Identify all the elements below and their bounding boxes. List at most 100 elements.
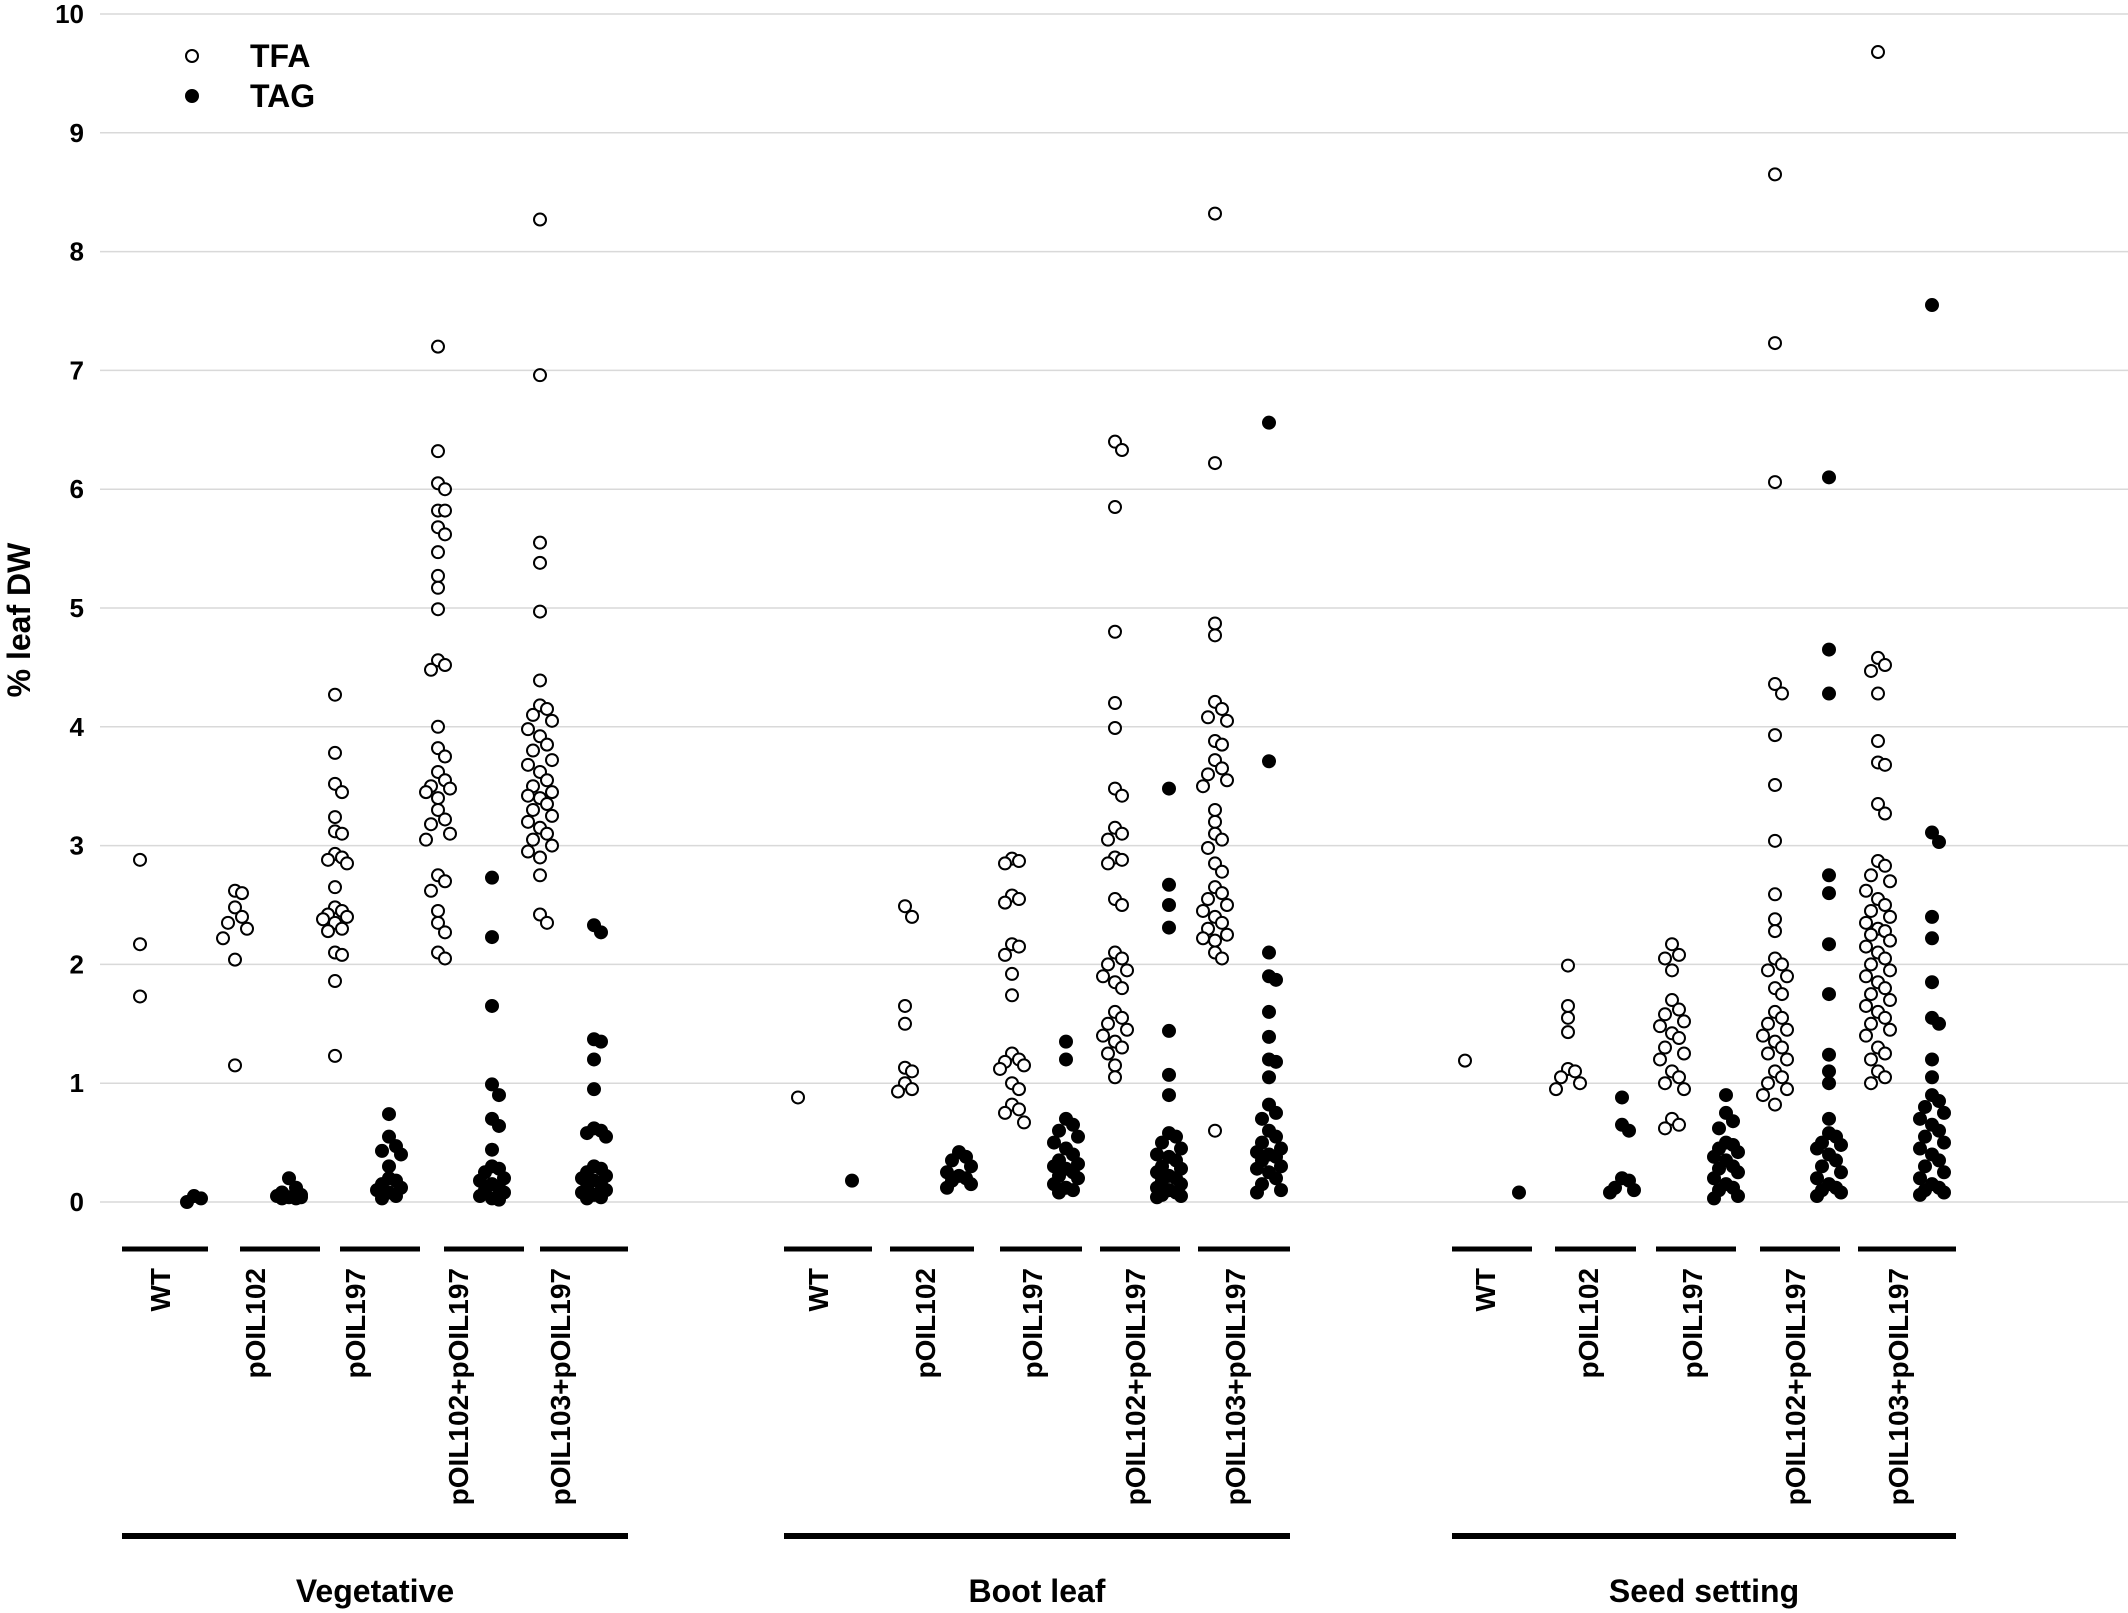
point-boot-leaf-poil102-poil197-tfa [1115,1010,1129,1025]
point-boot-leaf-poil102-poil197-tag [1162,1023,1176,1038]
point-vegetative-poil102-poil197-tag [492,1088,506,1103]
point-boot-leaf-poil197-tfa [1012,939,1026,954]
point-seed-setting-poil197-tag [1731,1189,1745,1204]
point-vegetative-poil103-poil197-tfa [540,701,554,716]
point-seed-setting-poil103-poil197-tag [1925,975,1939,990]
point-boot-leaf-poil102-poil197-tfa [1115,898,1129,912]
point-boot-leaf-poil103-poil197-tag [1269,1129,1283,1144]
point-vegetative-poil197-tag [382,1107,396,1122]
genotype-label: pOIL102+pOIL197 [1120,1268,1151,1505]
point-seed-setting-poil102-poil197-tag [1822,987,1836,1002]
point-boot-leaf-poil102-poil197-tag [1155,1135,1169,1150]
x-axis-groups: WT pOIL102 pOIL197 pOIL102+pOIL197 pOIL103+p… [122,1246,1956,1609]
point-vegetative-poil103-poil197-tfa [526,802,540,817]
y-tick-label: 9 [70,118,84,148]
point-seed-setting-poil103-poil197-tag [1918,1129,1932,1144]
genotype-label: pOIL197 [1677,1268,1708,1378]
point-seed-setting-poil102-poil197-tag [1834,1185,1848,1200]
point-seed-setting-poil102-poil197-tfa [1768,924,1782,939]
point-boot-leaf-poil103-poil197-tfa [1201,767,1215,782]
point-boot-leaf-poil197-tag [1059,1052,1073,1067]
point-seed-setting-poil103-poil197-tag [1925,1052,1939,1067]
point-vegetative-poil197-tfa [328,745,342,760]
point-seed-setting-poil102-poil197-tag [1810,1141,1824,1156]
point-boot-leaf-poil102-tfa [898,899,912,914]
point-seed-setting-poil102-poil197-tfa [1775,1040,1789,1055]
point-vegetative-poil102-tfa [216,931,230,946]
point-boot-leaf-poil103-poil197-tfa [1215,886,1229,901]
point-vegetative-poil102-poil197-tfa [431,719,445,734]
point-seed-setting-poil102-poil197-tag [1822,686,1836,701]
point-vegetative-poil102-tfa [221,915,235,930]
point-vegetative-poil103-poil197-tfa [521,814,535,829]
point-vegetative-poil103-poil197-tag [594,925,608,940]
point-boot-leaf-poil102-poil197-tfa [1096,969,1110,984]
point-seed-setting-poil103-poil197-tfa [1883,909,1897,924]
point-seed-setting-poil197-tfa [1658,1076,1672,1091]
point-seed-setting-poil103-poil197-tfa [1878,898,1892,912]
point-vegetative-poil197-tfa [335,947,349,962]
point-boot-leaf-poil102-poil197-tag [1162,877,1176,892]
y-axis-ticks: 0 1 2 3 4 5 6 7 8 9 10 [55,0,84,1217]
point-vegetative-poil197-tfa [328,687,342,702]
point-seed-setting-poil197-tfa [1672,1031,1686,1046]
point-seed-setting-poil102-poil197-tfa [1775,957,1789,972]
legend-tag-label: TAG [250,78,315,114]
point-vegetative-poil197-tag [375,1143,389,1158]
point-boot-leaf-poil103-poil197-tfa [1196,779,1210,794]
point-seed-setting-poil102-poil197-tag [1822,1076,1836,1091]
genotype-label: pOIL102+pOIL197 [443,1268,474,1505]
point-seed-setting-poil197-tag [1707,1149,1721,1164]
point-seed-setting-poil102-tfa [1561,958,1575,973]
point-boot-leaf-poil103-poil197-tfa [1208,814,1222,829]
point-boot-leaf-poil103-poil197-tfa [1208,1123,1222,1138]
point-boot-leaf-poil197-tfa [998,1105,1012,1120]
point-seed-setting-poil102-poil197-tfa [1780,1022,1794,1037]
point-boot-leaf-poil102-poil197-tfa [1108,624,1122,639]
point-seed-setting-poil102-poil197-tag [1822,470,1836,485]
point-boot-leaf-poil102-poil197-tag [1162,781,1176,796]
point-boot-leaf-poil103-poil197-tag [1269,972,1283,987]
point-vegetative-poil102-poil197-tag [485,930,499,945]
point-vegetative-poil103-poil197-tag [594,1190,608,1205]
point-seed-setting-poil103-poil197-tag [1913,1111,1927,1126]
point-vegetative-poil197-tag [382,1129,396,1144]
point-boot-leaf-poil102-poil197-tfa [1108,500,1122,515]
point-vegetative-poil102-poil197-tag [473,1189,487,1204]
point-seed-setting-poil102-tfa [1549,1082,1563,1097]
point-seed-setting-poil102-poil197-tag [1822,642,1836,657]
point-boot-leaf-poil103-poil197-tfa [1208,616,1222,631]
point-vegetative-poil103-poil197-tfa [540,737,554,752]
point-seed-setting-poil102-poil197-tag [1810,1171,1824,1186]
point-seed-setting-poil102-poil197-tfa [1780,1082,1794,1097]
point-boot-leaf-poil103-poil197-tfa [1215,761,1229,776]
point-vegetative-poil102-poil197-tfa [438,874,452,889]
legend-tfa-label: TFA [250,38,310,74]
point-boot-leaf-poil103-poil197-tag [1269,1054,1283,1069]
point-vegetative-wt-tfa [133,852,147,867]
point-vegetative-poil102-poil197-tfa [419,832,433,847]
point-seed-setting-poil102-poil197-tfa [1768,1097,1782,1112]
stage-label: Seed setting [1609,1573,1799,1609]
point-vegetative-poil197-tag [382,1159,396,1174]
point-seed-setting-poil197-tfa [1653,1019,1667,1034]
point-seed-setting-poil103-poil197-tfa [1871,686,1885,701]
point-boot-leaf-poil197-tfa [998,947,1012,962]
point-boot-leaf-poil197-tag [1059,1034,1073,1049]
point-boot-leaf-poil102-poil197-tfa [1101,856,1115,871]
point-seed-setting-poil103-poil197-tag [1925,1070,1939,1085]
point-vegetative-poil102-tfa [228,1058,242,1073]
point-boot-leaf-poil197-tfa [1012,1082,1026,1097]
point-vegetative-poil197-tfa [340,856,354,871]
point-seed-setting-poil102-tfa [1568,1064,1582,1079]
point-boot-leaf-poil197-tfa [1017,1058,1031,1073]
point-boot-leaf-poil197-tag [1052,1185,1066,1200]
point-vegetative-poil102-poil197-tfa [438,527,452,542]
point-vegetative-poil103-poil197-tfa [526,743,540,758]
point-vegetative-poil103-poil197-tfa [526,707,540,722]
point-boot-leaf-poil102-tfa [905,1064,919,1079]
point-vegetative-poil103-poil197-tag [594,1034,608,1049]
point-vegetative-poil102-poil197-tfa [443,781,457,796]
point-boot-leaf-poil102-tag [945,1153,959,1168]
point-boot-leaf-poil197-tfa [1012,854,1026,869]
